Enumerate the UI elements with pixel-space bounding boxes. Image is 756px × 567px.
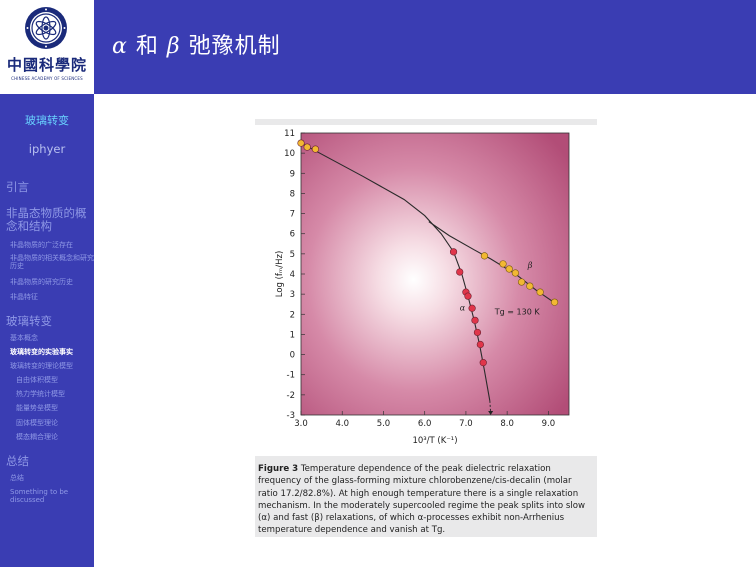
y-tick-label-9: 6 (290, 230, 295, 240)
beta-point-3 (511, 269, 520, 277)
alpha-point-9 (473, 328, 482, 337)
logo-subtitle: CHINESE ACADEMY OF SCIENCES (11, 76, 83, 81)
alpha-point-10 (476, 340, 484, 349)
beta-annotation: β (527, 261, 533, 270)
beta-fit-line (428, 221, 557, 305)
y-tick-label-1: -2 (287, 391, 295, 401)
caption-text: Temperature dependence of the peak diele… (258, 464, 585, 536)
x-tick-label-0: 3.0 (294, 419, 308, 429)
tg-arrow-icon (488, 410, 494, 415)
alpha-point-4 (456, 268, 464, 276)
nav-item-to-discuss[interactable]: Something to be discussed (10, 488, 69, 505)
y-tick-label-13: 10 (284, 149, 295, 159)
y-tick-label-10: 7 (290, 210, 295, 220)
alpha-point-8 (471, 316, 479, 324)
y-tick-label-5: 2 (290, 310, 295, 320)
tg-annotation: Tg = 130 K (494, 307, 541, 316)
slide-title: α 和 β 弛豫机制 (112, 28, 281, 60)
nav-item-experimental-facts[interactable]: 玻璃转变的实验事实 (10, 348, 73, 356)
sidebar: 中國科學院 CHINESE ACADEMY OF SCIENCES 玻璃转变 i… (0, 0, 94, 567)
alpha-point-0 (297, 139, 305, 147)
caption-label: Figure 3 (258, 464, 299, 474)
beta-point-2 (505, 265, 513, 273)
figure-caption: Figure 3 Temperature dependence of the p… (258, 463, 594, 537)
x-tick-label-4: 7.0 (459, 419, 473, 429)
relaxation-chart: 3.0 4.0 5.0 6.0 7.0 8.0 9.0 -3 -2 -1 0 1 2 3 4 5 6 7 8 9 10 1… (255, 119, 597, 459)
y-tick-label-0: -3 (287, 411, 295, 421)
title-and: 和 (135, 34, 159, 59)
alpha-annotation: α (460, 303, 466, 312)
y-tick-label-7: 4 (290, 270, 295, 280)
caption-box (255, 456, 597, 537)
x-tick-label-2: 5.0 (377, 419, 391, 429)
y-tick-label-11: 8 (290, 189, 295, 199)
nav-section-glass-transition[interactable]: 玻璃转变 (6, 314, 52, 328)
nav-item-amorphous-history[interactable]: 非晶物质的研究历史 (10, 278, 73, 286)
title-beta: β (166, 34, 181, 59)
beta-point-6 (536, 288, 544, 296)
y-tick-label-8: 5 (290, 250, 295, 260)
y-tick-label-3: 0 (290, 351, 295, 361)
nav-section-summary[interactable]: 总结 (6, 454, 29, 468)
title-alpha: α (112, 34, 128, 59)
alpha-point-1 (303, 143, 311, 151)
author-name: iphyer (28, 142, 66, 156)
current-section-title: 玻璃转变 (25, 114, 69, 127)
nav-subitem-solid-model[interactable]: 固体模型理论 (16, 419, 58, 427)
y-tick-label-2: -1 (287, 371, 295, 381)
figure: 3.0 4.0 5.0 6.0 7.0 8.0 9.0 -3 -2 -1 0 1 2 3 4 5 6 7 8 9 10 1… (255, 119, 597, 537)
y-tick-label-6: 3 (290, 290, 295, 300)
x-tick-label-6: 9.0 (542, 419, 556, 429)
beta-point-5 (526, 282, 534, 290)
beta-point-0 (480, 252, 489, 260)
nav-subitem-energy-barrier[interactable]: 能量势垒模型 (16, 404, 58, 412)
nav-item-theory-models[interactable]: 玻璃转变的理论模型 (10, 362, 73, 370)
nav-item-summary[interactable]: 总结 (10, 474, 24, 482)
cas-seal-icon (25, 7, 67, 49)
logo-name: 中國科學院 (6, 56, 87, 74)
nav-section-amorphous[interactable]: 非晶态物质的概念和结构 (6, 206, 87, 234)
plot-area (300, 132, 570, 416)
logo: 中國科學院 CHINESE ACADEMY OF SCIENCES (0, 0, 94, 94)
nav-item-amorphous-concepts[interactable]: 非晶物质的相关概念和研究历史 (10, 254, 94, 271)
alpha-point-3 (449, 248, 458, 256)
nav-subitem-thermo-statistics[interactable]: 热力学统计模型 (16, 390, 65, 398)
title-rest: 弛豫机制 (188, 34, 281, 59)
beta-point-1 (499, 260, 507, 268)
nav-subitem-free-volume[interactable]: 自由体积模型 (16, 376, 58, 384)
y-tick-label-14: 11 (284, 129, 295, 139)
y-tick-label-4: 1 (290, 330, 295, 340)
x-axis-label: 10³/T (K⁻¹) (412, 436, 457, 446)
beta-point-4 (517, 278, 526, 286)
nav-subitem-mode-coupling[interactable]: 模态耦合理论 (16, 433, 58, 441)
alpha-point-11 (479, 359, 487, 367)
alpha-fit-line (300, 142, 491, 401)
nav-section-intro[interactable]: 引言 (6, 180, 29, 194)
beta-point-7 (550, 298, 559, 306)
x-tick-label-1: 4.0 (335, 419, 349, 429)
alpha-point-7 (468, 304, 476, 312)
nav-item-basic-concepts[interactable]: 基本概念 (10, 334, 38, 342)
header-bar (94, 0, 756, 94)
y-axis-label: Log (fₘ/Hz) (275, 251, 285, 298)
nav-item-amorphous-features[interactable]: 非晶特征 (10, 293, 38, 301)
alpha-point-6 (464, 292, 472, 300)
x-tick-label-5: 8.0 (500, 419, 514, 429)
x-tick-label-3: 6.0 (418, 419, 432, 429)
alpha-point-2 (311, 145, 320, 153)
y-tick-label-12: 9 (290, 169, 295, 179)
nav-item-amorphous-existence[interactable]: 非晶物质的广泛存在 (10, 241, 73, 249)
